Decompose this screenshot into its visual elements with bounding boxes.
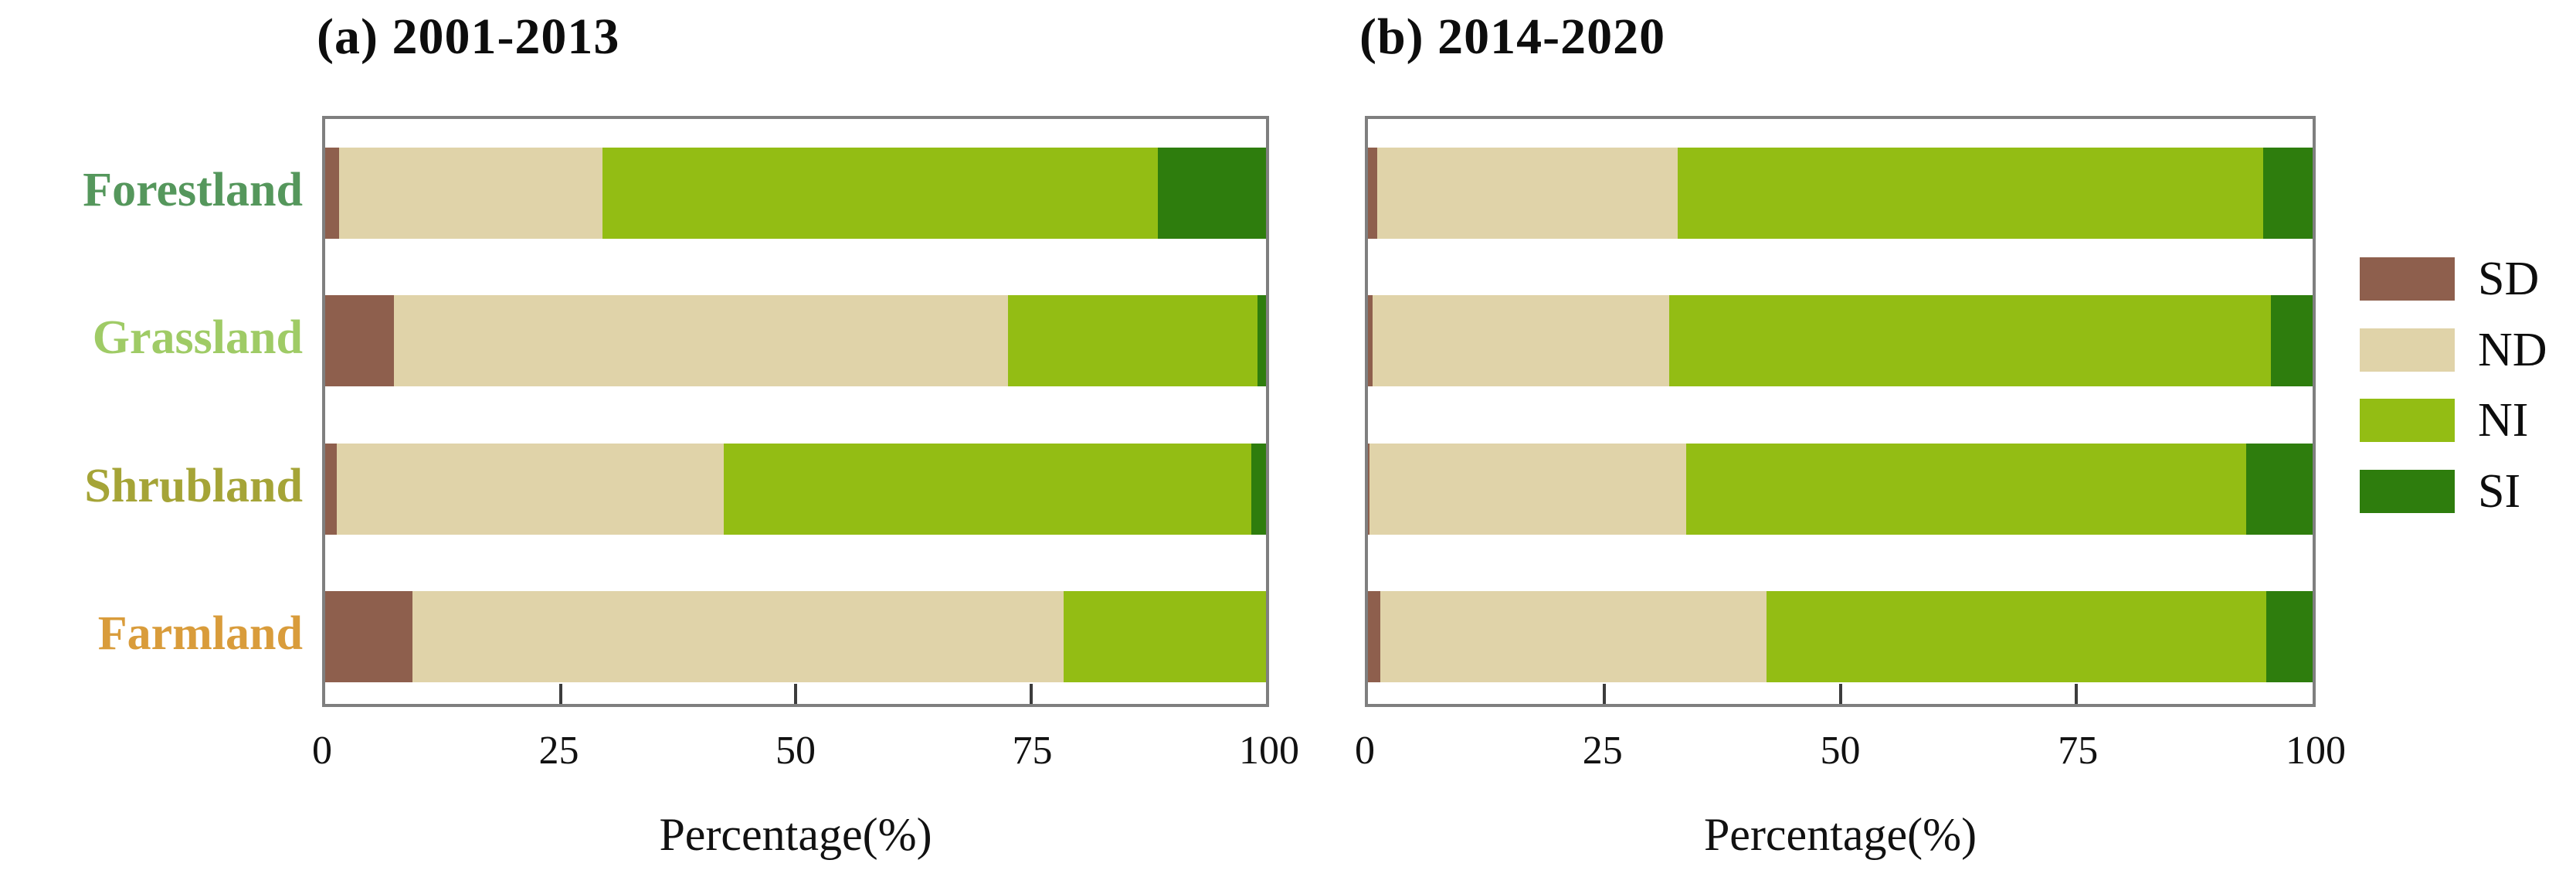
legend-swatch-ni (2360, 399, 2455, 442)
segment-sd-forestland (1368, 148, 1378, 239)
segment-nd-shrubland (336, 443, 725, 535)
legend-label-si: SI (2478, 464, 2521, 518)
x-tick-label-b-50: 50 (1820, 729, 1861, 773)
panel-b-title: (b) 2014-2020 (1359, 8, 1666, 65)
x-tick-label-a-0: 0 (312, 729, 332, 773)
bar-farmland-a (325, 590, 1266, 682)
x-tick-label-b-75: 75 (2058, 729, 2099, 773)
x-tick-label-b-0: 0 (1355, 729, 1375, 773)
segment-sd-forestland (325, 148, 340, 239)
bar-farmland-b (1368, 590, 2313, 682)
bar-forestland-a (325, 148, 1266, 239)
segment-si-forestland (2263, 148, 2313, 239)
segment-si-shrubland (2246, 443, 2313, 535)
x-tick-label-a-50: 50 (776, 729, 816, 773)
legend-item-si: SI (2360, 464, 2521, 518)
segment-ni-forestland (602, 148, 1158, 239)
x-tick-mark-25 (558, 684, 562, 704)
segment-sd-grassland (1368, 295, 1373, 387)
legend-swatch-nd (2360, 328, 2455, 372)
category-label-grassland: Grassland (92, 311, 303, 365)
x-tick-label-b-100: 100 (2286, 729, 2346, 773)
segment-si-grassland (2271, 295, 2313, 387)
legend-label-ni: NI (2478, 394, 2529, 447)
legend-label-sd: SD (2478, 253, 2540, 305)
panel-a-x-axis-title: Percentage(%) (659, 809, 932, 860)
x-tick-mark-75 (2075, 684, 2079, 704)
bar-grassland-b (1368, 295, 2313, 387)
panel-b-plot-area (1365, 116, 2316, 707)
segment-nd-farmland (412, 590, 1064, 682)
segment-sd-shrubland (325, 443, 337, 535)
x-tick-label-a-25: 25 (538, 729, 579, 773)
panel-a-title: (a) 2001-2013 (317, 8, 620, 65)
panel-a-plot-area (322, 116, 1269, 707)
segment-si-farmland (2266, 590, 2313, 682)
category-label-shrubland: Shrubland (84, 459, 303, 512)
category-label-farmland: Farmland (97, 607, 303, 660)
segment-sd-grassland (325, 295, 394, 387)
segment-nd-forestland (339, 148, 603, 239)
segment-ni-forestland (1678, 148, 2264, 239)
legend-item-sd: SD (2360, 253, 2540, 305)
segment-ni-farmland (1767, 590, 2267, 682)
segment-si-shrubland (1251, 443, 1266, 535)
legend-swatch-si (2360, 469, 2455, 513)
bar-forestland-b (1368, 148, 2313, 239)
panel-b-x-axis-title: Percentage(%) (1703, 809, 1977, 860)
x-tick-mark-50 (794, 684, 797, 704)
segment-si-forestland (1157, 148, 1266, 239)
segment-nd-grassland (1373, 295, 1670, 387)
legend-item-ni: NI (2360, 394, 2529, 447)
legend-label-nd: ND (2478, 323, 2547, 376)
segment-ni-shrubland (724, 443, 1251, 535)
legend-item-nd: ND (2360, 323, 2547, 376)
x-tick-mark-75 (1029, 684, 1033, 704)
bar-shrubland-a (325, 443, 1266, 535)
segment-sd-farmland (1368, 590, 1380, 682)
bar-grassland-a (325, 295, 1266, 387)
category-label-forestland: Forestland (83, 164, 303, 216)
x-tick-label-a-100: 100 (1239, 729, 1299, 773)
segment-nd-shrubland (1369, 443, 1687, 535)
x-tick-mark-25 (1602, 684, 1606, 704)
x-tick-label-b-25: 25 (1582, 729, 1623, 773)
segment-ni-shrubland (1686, 443, 2247, 535)
segment-nd-grassland (393, 295, 1009, 387)
bar-shrubland-b (1368, 443, 2313, 535)
x-tick-mark-50 (1838, 684, 1842, 704)
segment-ni-farmland (1064, 590, 1266, 682)
legend-swatch-sd (2360, 257, 2455, 301)
segment-sd-farmland (325, 590, 413, 682)
segment-sd-shrubland (1368, 443, 1370, 535)
segment-nd-forestland (1377, 148, 1678, 239)
segment-ni-grassland (1008, 295, 1258, 387)
x-tick-label-a-75: 75 (1012, 729, 1053, 773)
segment-si-grassland (1257, 295, 1266, 387)
segment-ni-grassland (1669, 295, 2272, 387)
segment-nd-farmland (1380, 590, 1767, 682)
